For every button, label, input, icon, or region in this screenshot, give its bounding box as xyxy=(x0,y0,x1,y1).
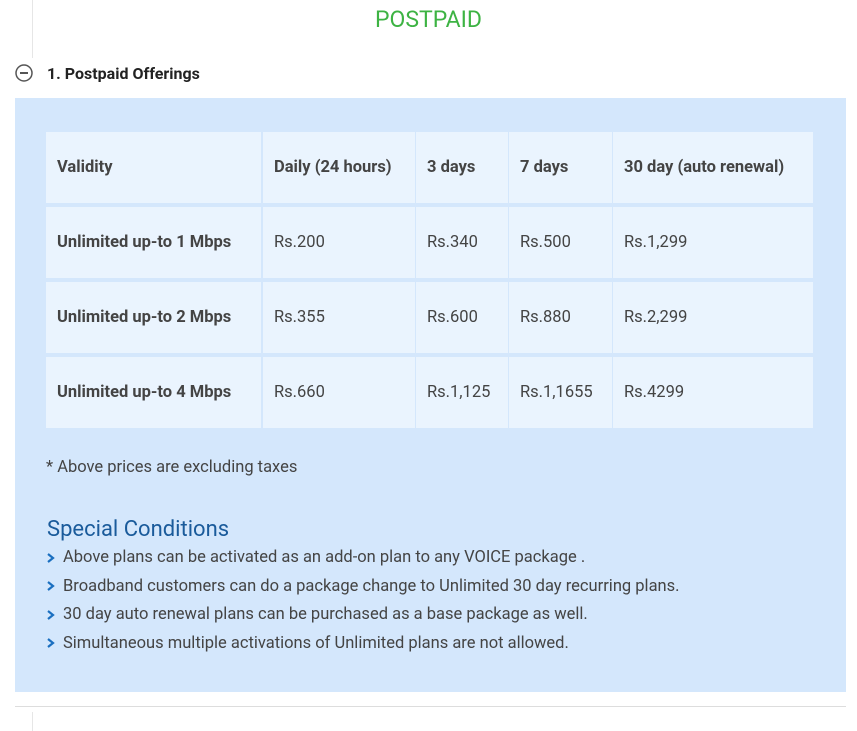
section-title[interactable]: 1. Postpaid Offerings xyxy=(47,64,200,83)
table-cell: Rs.600 xyxy=(416,282,508,353)
condition-text: Simultaneous multiple activations of Unl… xyxy=(63,633,569,653)
page-title: POSTPAID xyxy=(374,6,483,33)
condition-text: 30 day auto renewal plans can be purchas… xyxy=(63,605,588,624)
table-cell: Rs.4299 xyxy=(613,357,813,428)
header-cell: 7 days xyxy=(509,132,612,203)
divider xyxy=(32,712,33,731)
conditions-title: Special Conditions xyxy=(47,517,230,542)
header-cell: 3 days xyxy=(416,132,508,203)
bullet xyxy=(47,552,55,563)
condition-item: Broadband customers can do a package cha… xyxy=(47,577,680,596)
table-cell: Rs.500 xyxy=(509,207,612,278)
table-cell: Rs.340 xyxy=(416,207,508,278)
table-cell: Rs.880 xyxy=(509,282,612,353)
condition-item: Simultaneous multiple activations of Unl… xyxy=(47,634,569,653)
header-cell: 30 day (auto renewal) xyxy=(613,132,813,203)
table-cell: Rs.2,299 xyxy=(613,282,813,353)
bullet xyxy=(47,609,55,620)
divider xyxy=(15,706,846,707)
table-cell: Rs.1,1655 xyxy=(509,357,612,428)
condition-item: Above plans can be activated as an add-o… xyxy=(47,548,585,567)
table-cell: Rs.1,125 xyxy=(416,357,508,428)
table-cell: Unlimited up-to 1 Mbps xyxy=(46,207,261,278)
table-cell: Unlimited up-to 2 Mbps xyxy=(46,282,261,353)
condition-item: 30 day auto renewal plans can be purchas… xyxy=(47,605,588,624)
header-cell: Daily (24 hours) xyxy=(263,132,415,203)
header-cell: Validity xyxy=(46,132,261,203)
bullet xyxy=(47,638,55,648)
table-cell: Unlimited up-to 4 Mbps xyxy=(46,357,261,428)
table-cell: Rs.660 xyxy=(263,357,415,428)
condition-text: Broadband customers can do a package cha… xyxy=(63,576,680,596)
collapse-icon[interactable] xyxy=(15,64,33,82)
bullet xyxy=(47,581,55,591)
note: * Above prices are excluding taxes xyxy=(46,458,298,477)
table-cell: Rs.355 xyxy=(263,282,415,353)
table-cell: Rs.200 xyxy=(263,207,415,278)
table-cell: Rs.1,299 xyxy=(613,207,813,278)
divider xyxy=(32,0,33,58)
condition-text: Above plans can be activated as an add-o… xyxy=(63,548,586,567)
